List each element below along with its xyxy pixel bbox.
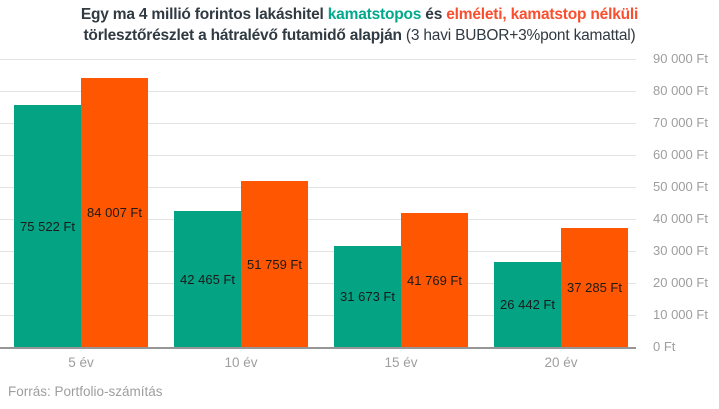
bar-value-label: 51 759 Ft [247,256,302,272]
x-axis-category-label: 5 év [68,355,94,370]
y-axis-tick-label: 0 Ft [653,339,676,354]
y-axis-tick-label: 70 000 Ft [653,115,708,130]
bar-value-label: 41 769 Ft [407,272,462,288]
gridline [0,283,636,284]
title-segment: elméleti, kamatstop nélküli [446,6,639,23]
y-axis-tick-label: 40 000 Ft [653,211,708,226]
x-axis-category-label: 20 év [544,355,578,370]
chart-title-line-2: törlesztőrészlet a hátralévő futamidő al… [0,25,719,46]
bar-elméleti-5-év: 84 007 Ft [81,78,148,347]
chart-title: Egy ma 4 millió forintos lakáshitel kama… [0,4,719,46]
gridline [0,91,636,92]
bar-value-label: 84 007 Ft [87,205,142,221]
bar-elméleti-15-év: 41 769 Ft [401,213,468,347]
bar-value-label: 26 442 Ft [500,297,555,313]
gridline [0,123,636,124]
y-axis-tick-label: 20 000 Ft [653,275,708,290]
bar-kamatstopos-10-év: 42 465 Ft [174,211,241,347]
gridline [0,59,636,60]
bar-kamatstopos-5-év: 75 522 Ft [14,105,81,347]
bar-value-label: 75 522 Ft [20,218,75,234]
bar-elméleti-20-év: 37 285 Ft [561,227,628,347]
y-axis-tick-label: 80 000 Ft [653,83,708,98]
title-segment: kamatstopos [327,6,422,23]
x-axis-category-label: 10 év [224,355,258,370]
bar-kamatstopos-15-év: 31 673 Ft [334,245,401,347]
bar-value-label: 37 285 Ft [567,279,622,295]
gridline [0,219,636,220]
y-axis-tick-label: 30 000 Ft [653,243,708,258]
bar-elméleti-10-év: 51 759 Ft [241,181,308,347]
title-segment: Egy ma 4 millió forintos lakáshitel [80,6,328,23]
gridline [0,187,636,188]
y-axis-tick-label: 60 000 Ft [653,147,708,162]
title-segment: törlesztőrészlet a hátralévő futamidő al… [83,27,406,44]
gridline [0,251,636,252]
bar-value-label: 31 673 Ft [340,288,395,304]
gridline [0,315,636,316]
plot-area: 75 522 Ft 84 007 Ft 42 465 Ft 51 759 Ft 31 6… [0,59,636,349]
title-segment: (3 havi BUBOR+3%pont kamattal) [405,27,636,44]
title-segment: és [421,6,447,23]
bar-kamatstopos-20-év: 26 442 Ft [494,262,561,347]
gridline [0,155,636,156]
y-axis-tick-label: 50 000 Ft [653,179,708,194]
x-axis-category-label: 15 év [384,355,418,370]
bar-value-label: 42 465 Ft [180,271,235,287]
y-axis-tick-label: 90 000 Ft [653,51,708,66]
y-axis-tick-label: 10 000 Ft [653,307,708,322]
source-note: Forrás: Portfolio-számítás [8,384,163,399]
chart-title-line-1: Egy ma 4 millió forintos lakáshitel kama… [0,4,719,25]
